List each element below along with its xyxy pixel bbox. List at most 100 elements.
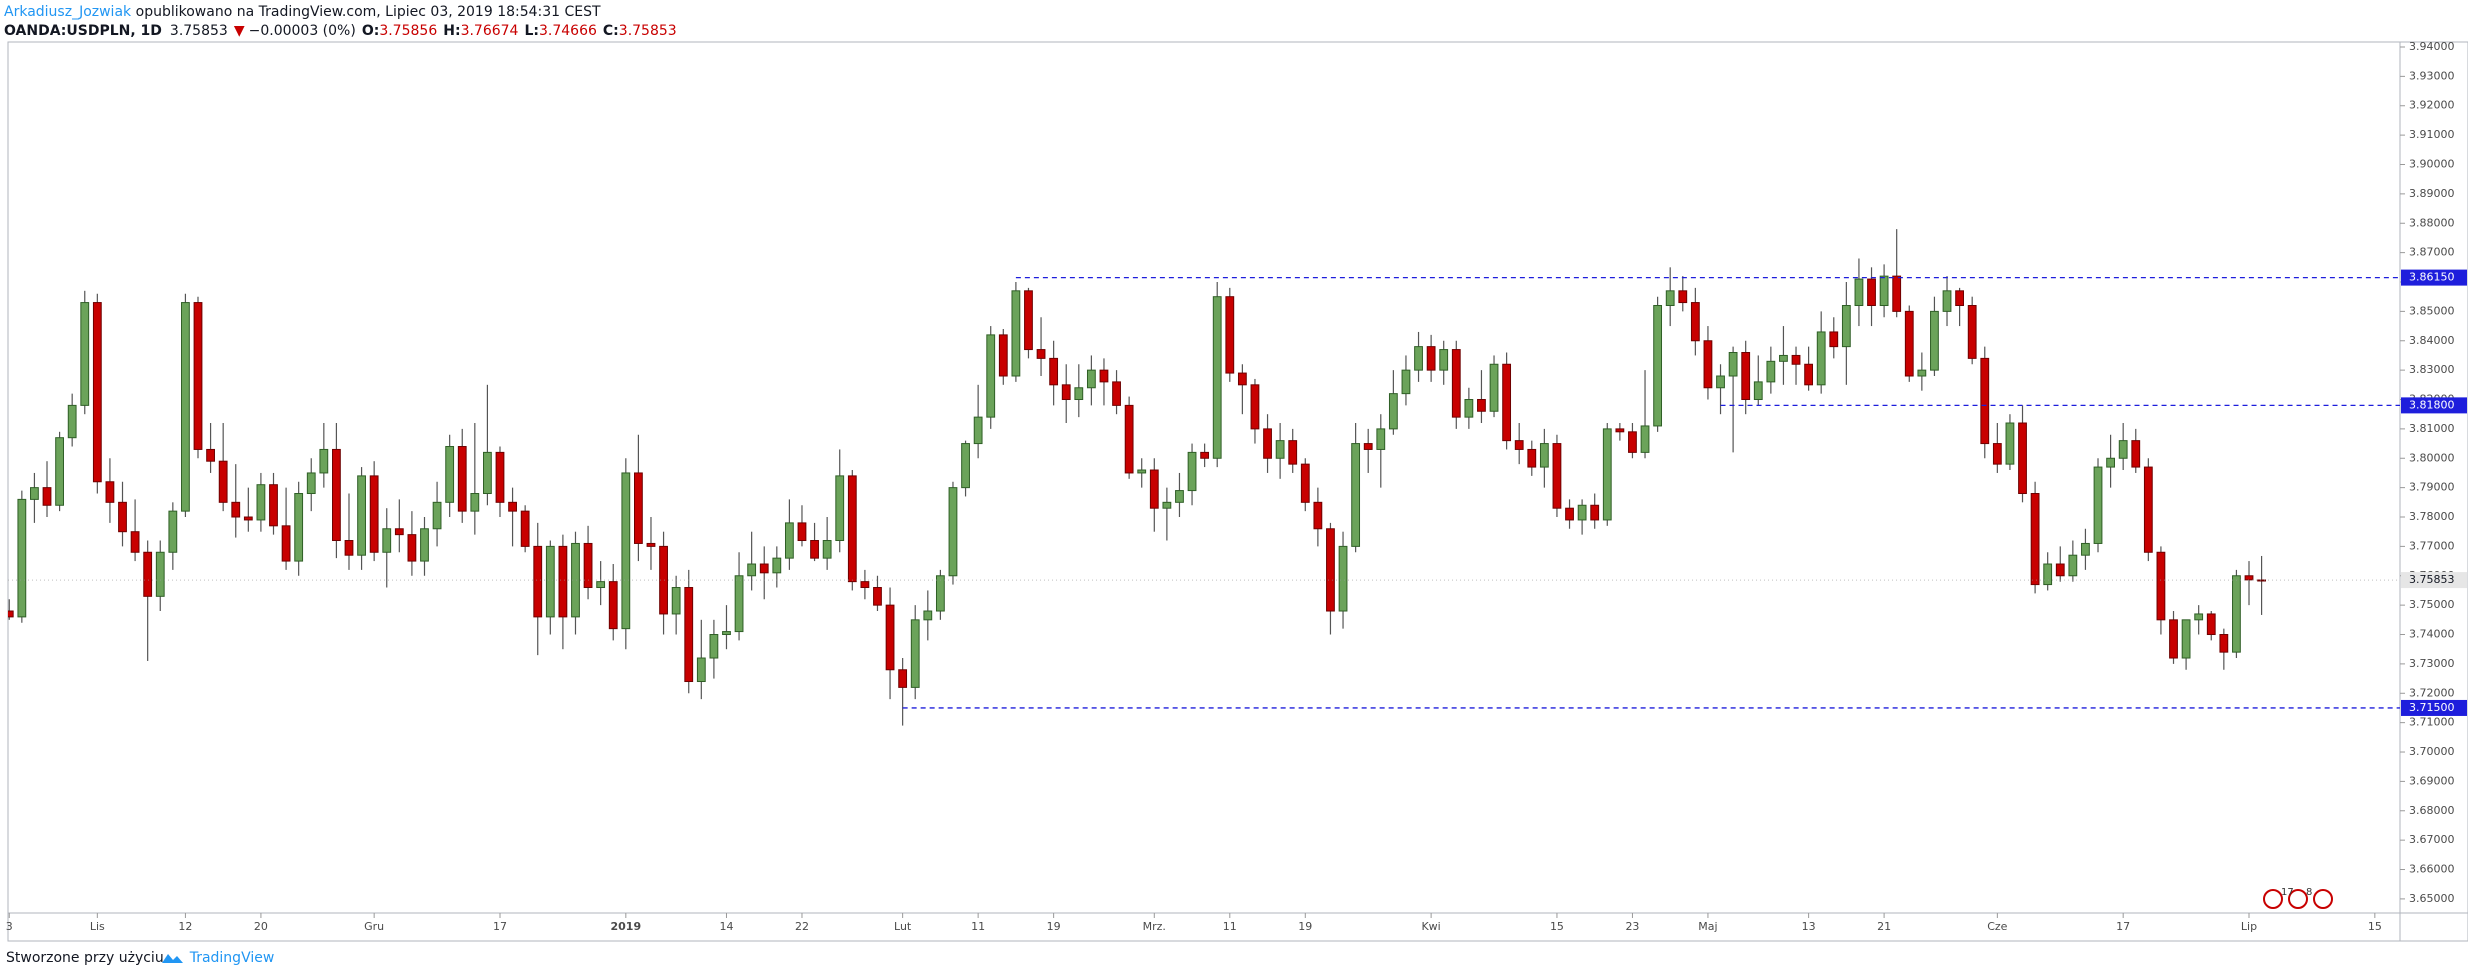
candle-body [483,451,492,495]
candle-body [1942,290,1952,312]
candle-body [1338,545,1348,612]
header-line-2: OANDA:USDPLN, 1D 3.75853 ▼ −0.00003 (0%) O:3… [4,23,677,39]
candle-body [1149,469,1159,509]
candle-body [1565,507,1574,521]
candle-body [1502,363,1512,442]
candle-body [382,528,392,553]
candle-body [1263,428,1272,459]
candle-body [2232,575,2241,653]
y-tick-label: 3.65000 [2409,892,2455,905]
y-tick-label: 3.93000 [2409,69,2455,82]
candle-body [2030,493,2040,586]
candle-body [92,302,102,483]
candle-body [67,404,77,439]
candle-body [822,540,832,559]
candle-body [1464,399,1474,418]
level-label: 3.71500 [2409,701,2455,714]
x-tick-label: 11 [1223,920,1237,933]
candle-body [306,472,316,495]
candle-body [520,510,530,547]
x-tick-label: Lip [2241,920,2257,933]
candle-body [1716,375,1725,389]
candle-body [722,631,731,636]
candle-body [558,545,568,618]
x-tick-label: Gru [364,920,384,933]
candle-body [696,657,706,683]
y-tick-label: 3.87000 [2409,246,2455,259]
y-tick-label: 3.70000 [2409,745,2455,758]
event-icons: 17 8 [2263,887,2333,909]
level-label: 3.81800 [2409,398,2455,411]
candle-body [935,575,945,612]
candle-body [1980,357,1990,445]
x-tick-label: 11 [971,920,985,933]
candle-body [118,501,127,533]
candle-body [1967,305,1977,359]
chart-frame [7,41,2468,942]
candle-body [1640,425,1650,453]
event-icon [2313,889,2333,909]
candle-body [533,545,543,618]
y-tick-label: 3.77000 [2409,539,2455,552]
candle-body [294,493,304,562]
last-price: 3.75853 [170,23,228,39]
candle-body [1816,331,1826,386]
x-tick-label: 13 [1802,920,1816,933]
y-tick-label: 3.90000 [2409,157,2455,170]
author-link[interactable]: Arkadiusz_Jozwiak [4,4,132,20]
y-tick-label: 3.80000 [2409,451,2455,464]
candle-body [42,487,52,506]
candle-body [1049,357,1059,386]
x-tick-label: 20 [254,920,268,933]
candle-body [55,437,64,506]
candle-body [747,563,757,577]
candle-body [2093,466,2103,544]
y-tick-label: 3.68000 [2409,804,2455,817]
y-tick-label: 3.89000 [2409,187,2455,200]
x-tick-label: Lis [90,920,105,933]
y-tick-label: 3.91000 [2409,128,2455,141]
y-tick-label: 3.75000 [2409,598,2455,611]
x-tick-label: Kwi [1421,920,1440,933]
candle-body [1628,431,1637,453]
o-value: 3.75856 [379,23,437,39]
candle-body [1653,305,1663,427]
x-tick-label: 14 [719,920,733,933]
o-label: O: [362,23,380,39]
candle-body [810,540,819,559]
event-icon [2288,889,2308,909]
candle-body [269,484,278,527]
candle-body [1086,369,1096,389]
x-tick-label: 17 [2116,920,2130,933]
x-tick-label: Mrz. [1143,920,1166,933]
candle-body [319,448,329,474]
candle-body [1477,399,1486,412]
x-tick-label: 2019 [611,920,642,933]
c-label: C: [603,23,619,39]
x-tick-label: 21 [1877,920,1891,933]
candle-body [1187,451,1197,492]
candle-body [105,481,115,503]
x-tick-label: 19 [1298,920,1312,933]
candle-body [193,302,203,450]
candle-body [784,522,794,559]
candle-body [873,587,882,606]
candle-body [772,557,782,574]
last-price-label: 3.75853 [2409,573,2455,586]
change: −0.00003 (0%) [249,23,356,39]
candle-body [1514,440,1524,450]
candle-body [1099,369,1109,383]
candle-body [1829,331,1839,348]
candle-body [1112,381,1121,406]
brand[interactable]: TradingView [189,950,275,966]
y-tick-label: 3.69000 [2409,774,2455,787]
candle-body [8,610,14,618]
candle-body [923,610,933,621]
h-label: H: [443,23,460,39]
y-tick-label: 3.85000 [2409,304,2455,317]
candle-body [2068,554,2078,577]
candle-body [181,302,190,512]
candle-body [2143,466,2153,553]
candle-body [1061,384,1071,401]
